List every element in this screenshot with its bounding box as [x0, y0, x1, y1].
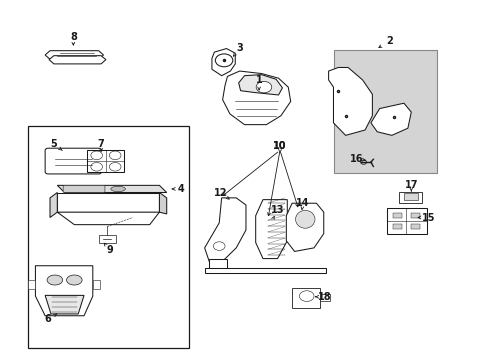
Text: 18: 18 — [317, 292, 331, 302]
Text: 5: 5 — [50, 139, 57, 149]
Text: 10: 10 — [273, 141, 286, 151]
Polygon shape — [50, 193, 57, 217]
Polygon shape — [370, 103, 410, 135]
Text: 3: 3 — [236, 43, 243, 53]
Text: 7: 7 — [98, 139, 104, 149]
Ellipse shape — [295, 210, 314, 228]
Bar — [398, 192, 422, 203]
Polygon shape — [159, 193, 166, 214]
FancyBboxPatch shape — [63, 185, 105, 193]
Text: 12: 12 — [213, 188, 226, 198]
FancyBboxPatch shape — [45, 148, 102, 174]
Polygon shape — [286, 203, 323, 251]
Polygon shape — [57, 185, 166, 193]
Text: 13: 13 — [270, 205, 284, 215]
Bar — [334, 50, 436, 173]
Bar — [403, 193, 417, 201]
Polygon shape — [209, 258, 226, 269]
Bar — [28, 280, 35, 289]
Bar — [99, 235, 116, 243]
Ellipse shape — [111, 186, 125, 192]
Text: 17: 17 — [404, 180, 417, 190]
Bar — [392, 212, 401, 217]
Text: 2: 2 — [385, 36, 392, 46]
Polygon shape — [211, 49, 235, 76]
Text: 6: 6 — [44, 314, 51, 324]
Polygon shape — [45, 296, 84, 314]
Bar — [410, 224, 419, 229]
Bar — [392, 224, 401, 229]
Polygon shape — [35, 266, 93, 316]
Polygon shape — [255, 200, 287, 258]
Text: 15: 15 — [421, 212, 434, 222]
Bar — [386, 208, 426, 234]
Text: 9: 9 — [106, 245, 113, 255]
Text: 16: 16 — [349, 154, 362, 163]
Polygon shape — [328, 67, 372, 135]
Polygon shape — [238, 75, 282, 95]
Polygon shape — [57, 193, 159, 212]
Text: 4: 4 — [178, 184, 184, 194]
Text: 1: 1 — [255, 75, 262, 85]
Polygon shape — [204, 198, 245, 262]
Text: 14: 14 — [296, 198, 309, 208]
Ellipse shape — [47, 275, 62, 285]
Text: 8: 8 — [70, 32, 77, 42]
Bar — [28, 126, 188, 348]
Bar — [291, 288, 320, 308]
Polygon shape — [45, 51, 103, 59]
Polygon shape — [222, 71, 290, 125]
Ellipse shape — [66, 275, 82, 285]
Text: 10: 10 — [273, 141, 286, 151]
Bar — [410, 212, 419, 217]
Circle shape — [256, 81, 271, 93]
Polygon shape — [57, 212, 159, 225]
Bar — [320, 294, 329, 301]
Ellipse shape — [86, 186, 101, 192]
Polygon shape — [204, 267, 325, 273]
Polygon shape — [49, 56, 106, 64]
Bar — [93, 280, 100, 289]
Bar — [87, 150, 124, 172]
